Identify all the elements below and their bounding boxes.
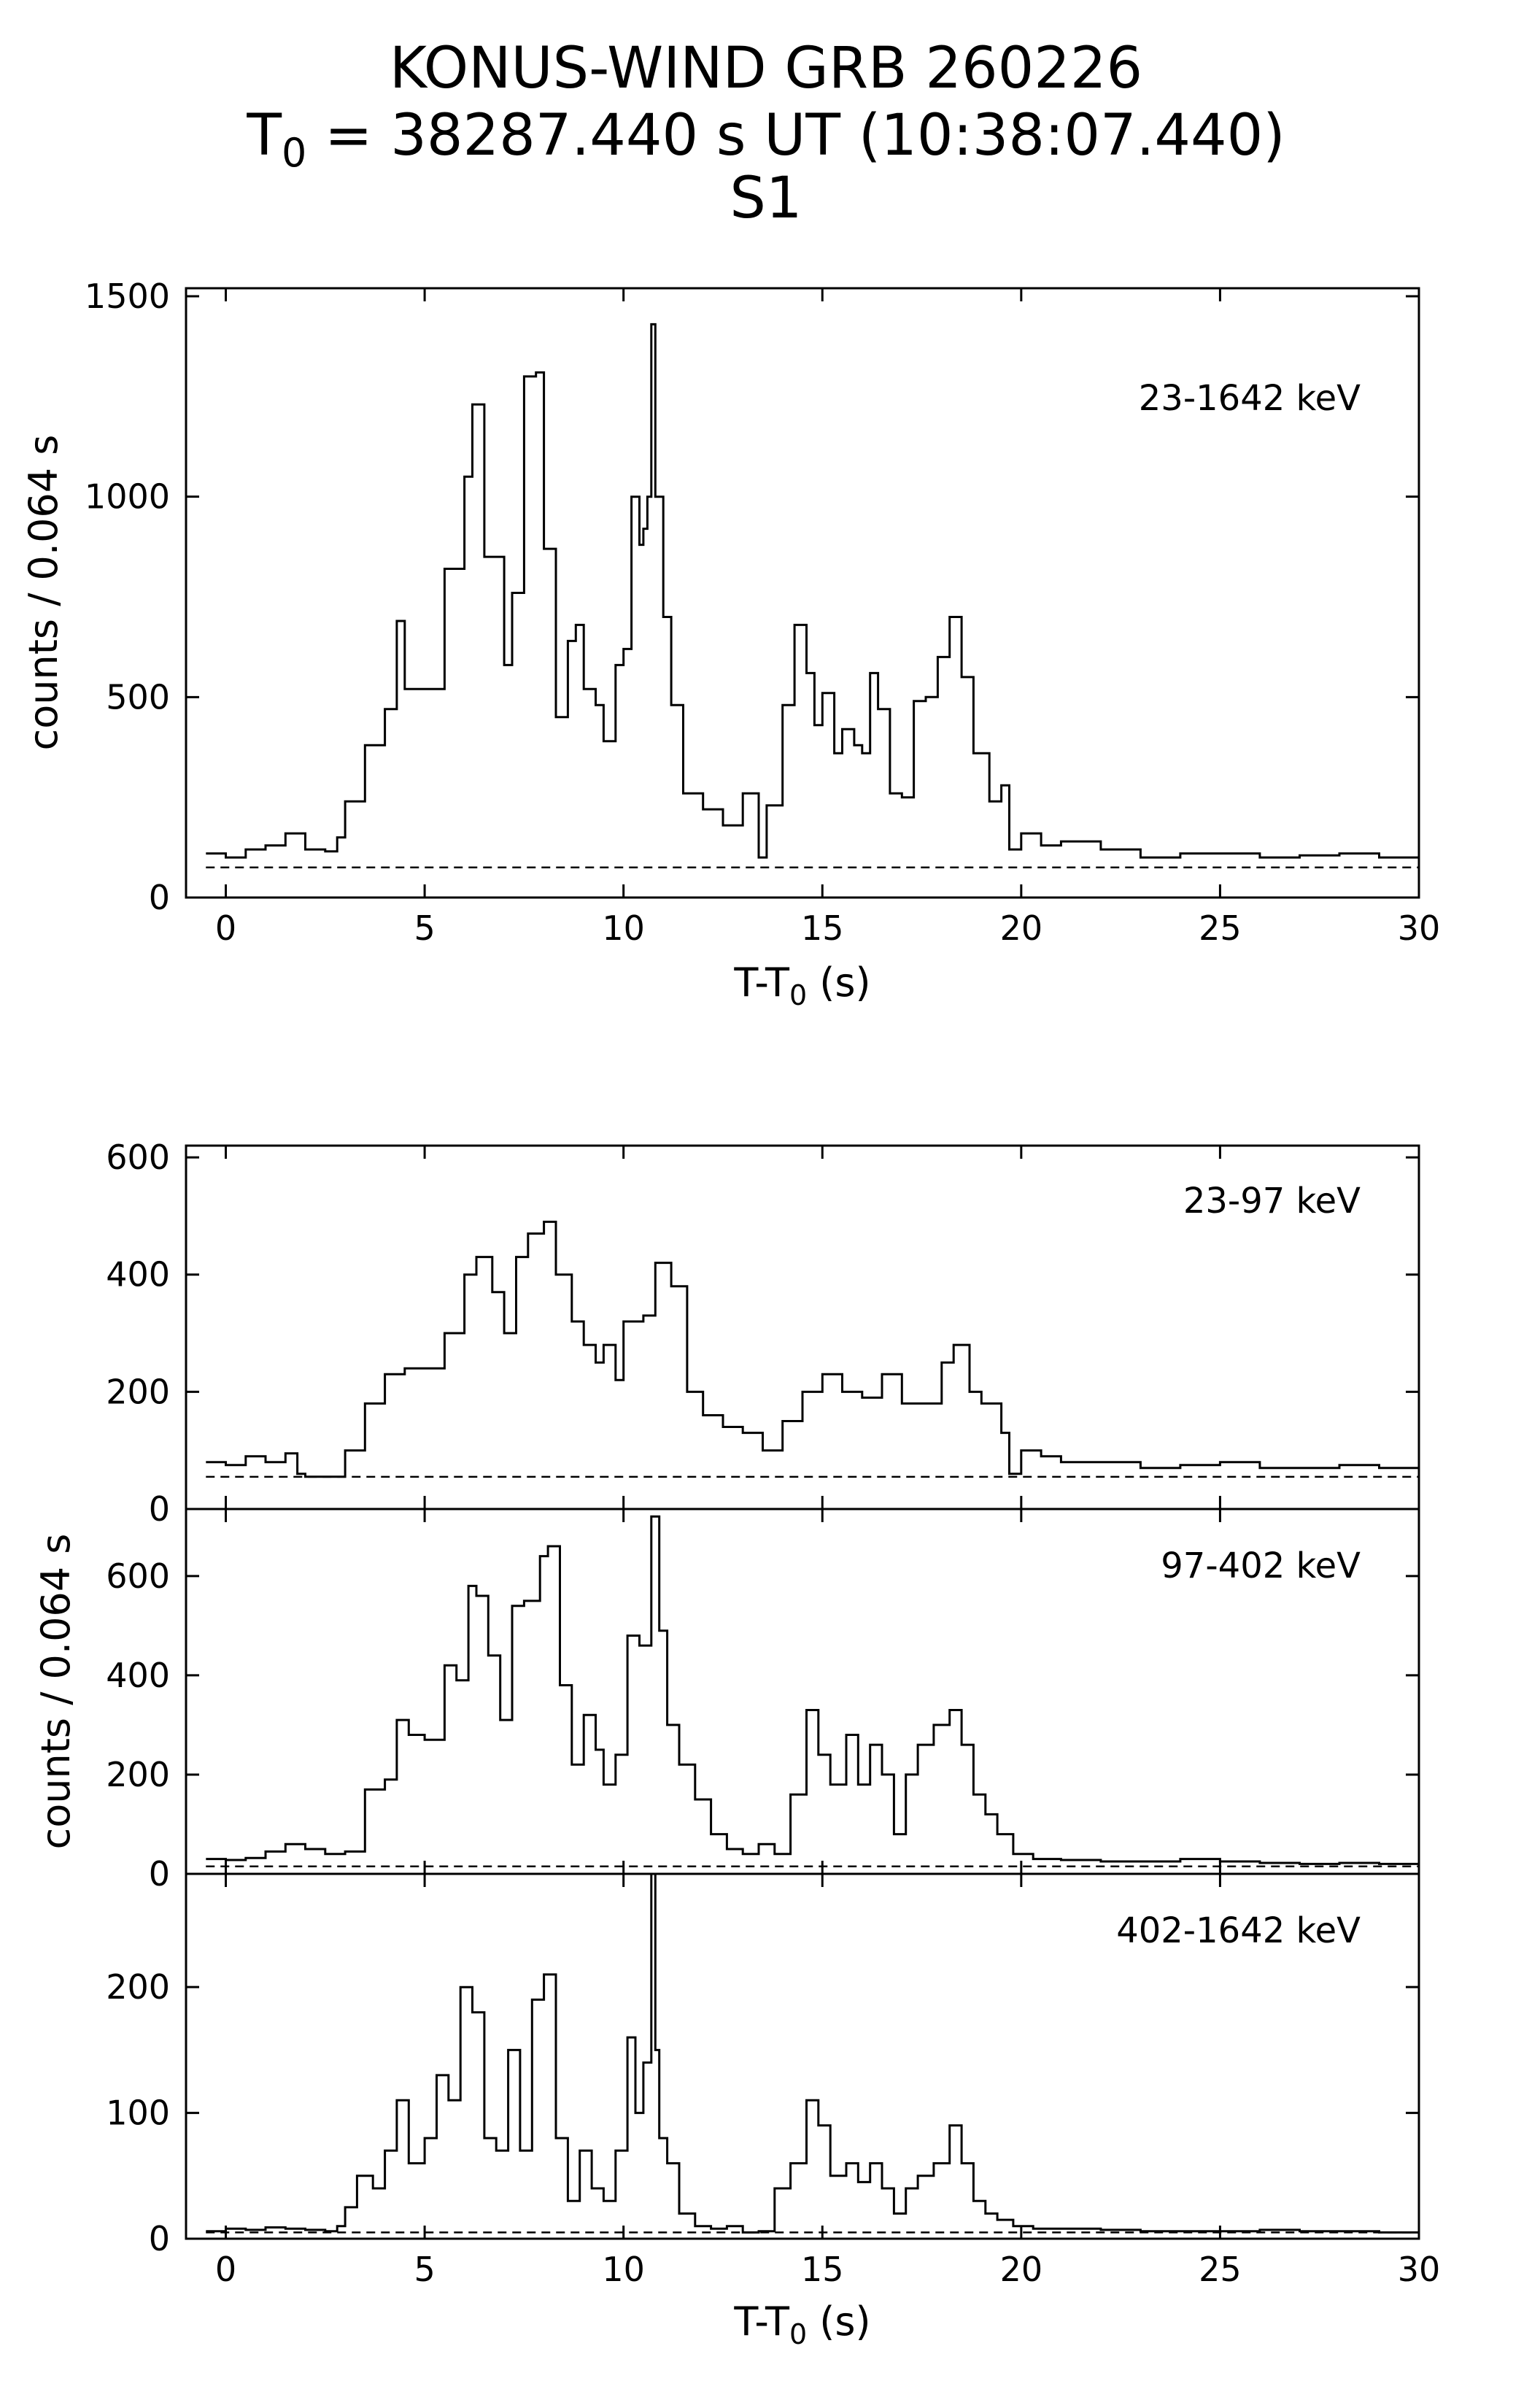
y-tick-label: 400 — [106, 1255, 170, 1294]
title-t0-symbol: T — [246, 103, 282, 169]
x-tick-label: 15 — [801, 908, 844, 948]
x-tick-label: 5 — [414, 2250, 435, 2289]
panel-402-1642-frame — [185, 1872, 1420, 2240]
bottom-panel-xlabel: T-T0 (s) — [733, 2299, 870, 2350]
x-tick-label: 30 — [1398, 2250, 1441, 2289]
y-tick-label: 600 — [106, 1138, 170, 1177]
title-t0-value: = 38287.440 s UT (10:38:07.440) — [306, 103, 1285, 169]
lower-panels-ylabel: counts / 0.064 s — [33, 1534, 79, 1850]
x-tick-label: 20 — [1000, 2250, 1043, 2289]
top-panel-energy-label: 23-1642 keV — [1139, 378, 1361, 419]
y-tick-label: 1500 — [85, 277, 170, 316]
x-tick-label: 25 — [1199, 2250, 1242, 2289]
figure-title-line2: T0 = 38287.440 s UT (10:38:07.440) — [246, 103, 1285, 176]
x-tick-label: 5 — [414, 908, 435, 948]
x-tick-label: 10 — [602, 908, 645, 948]
y-tick-label: 500 — [106, 677, 170, 717]
y-tick-label: 200 — [106, 1967, 170, 2007]
y-tick-label: 100 — [106, 2094, 170, 2133]
y-tick-label: 200 — [106, 1755, 170, 1794]
x-tick-label: 25 — [1199, 908, 1242, 948]
top-panel-frame — [185, 287, 1420, 899]
light-curve-series — [206, 1515, 1420, 1865]
top-panel-ylabel: counts / 0.064 s — [20, 435, 66, 751]
light-curve-series — [206, 1220, 1420, 1478]
title-t0-subscript: 0 — [282, 130, 306, 176]
y-tick-label: 400 — [106, 1656, 170, 1695]
x-tick-label: 30 — [1398, 908, 1441, 948]
figure-title-line3: S1 — [730, 166, 802, 231]
panel-402-1642: 0 5 10 15 20 25 30 0 100 200 — [106, 1872, 1441, 2289]
x-tick-label: 15 — [801, 2250, 844, 2289]
top-panel-xlabel: T-T0 (s) — [733, 960, 870, 1011]
x-tick-label: 20 — [1000, 908, 1043, 948]
y-tick-label: 0 — [149, 878, 170, 917]
panel-23-97-energy-label: 23-97 keV — [1183, 1181, 1361, 1222]
x-tick-label: 0 — [215, 908, 236, 948]
y-tick-label: 1000 — [85, 477, 170, 517]
panel-402-1642-energy-label: 402-1642 keV — [1116, 1910, 1361, 1951]
panel-97-402-energy-label: 97-402 keV — [1161, 1545, 1361, 1586]
y-tick-label: 0 — [149, 1854, 170, 1894]
figure-title-line1: KONUS-WIND GRB 260226 — [390, 36, 1142, 101]
x-tick-label: 0 — [215, 2250, 236, 2289]
panel-97-402: 0 200 400 600 — [106, 1509, 1420, 1894]
y-tick-label: 200 — [106, 1372, 170, 1411]
y-tick-label: 600 — [106, 1556, 170, 1596]
y-tick-label: 0 — [149, 2219, 170, 2258]
x-tick-label: 10 — [602, 2250, 645, 2289]
y-tick-label: 0 — [149, 1489, 170, 1529]
panel-23-97: 0 200 400 600 — [106, 1138, 1420, 1529]
top-panel: 0 5 10 15 20 25 30 0 500 1000 1500 — [85, 277, 1440, 948]
light-curve-series — [206, 1872, 1420, 2234]
light-curve-series — [206, 323, 1419, 859]
